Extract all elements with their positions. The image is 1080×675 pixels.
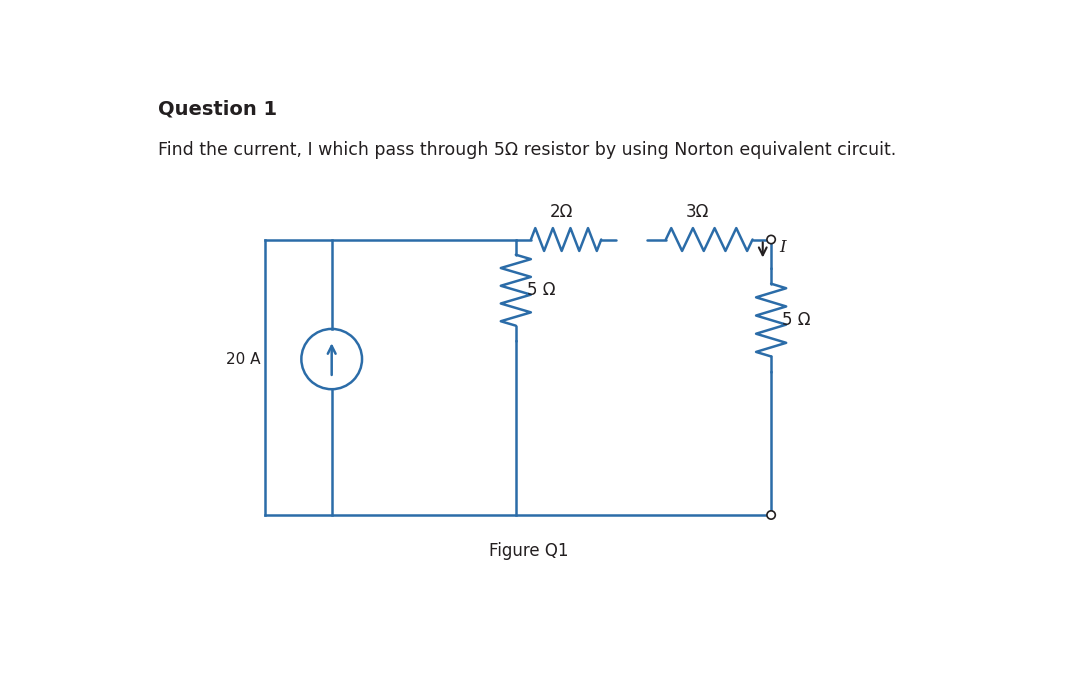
Ellipse shape <box>767 236 775 244</box>
Ellipse shape <box>767 511 775 519</box>
Text: 20 A: 20 A <box>226 352 260 367</box>
Text: 5 Ω: 5 Ω <box>782 311 810 329</box>
Text: Find the current, I which pass through 5Ω resistor by using Norton equivalent ci: Find the current, I which pass through 5… <box>159 141 896 159</box>
Text: Figure Q1: Figure Q1 <box>488 543 568 560</box>
Text: I: I <box>780 239 786 256</box>
Text: 3Ω: 3Ω <box>686 203 710 221</box>
Text: Question 1: Question 1 <box>159 99 278 118</box>
Text: 2Ω: 2Ω <box>550 203 573 221</box>
Text: 5 Ω: 5 Ω <box>527 281 555 299</box>
